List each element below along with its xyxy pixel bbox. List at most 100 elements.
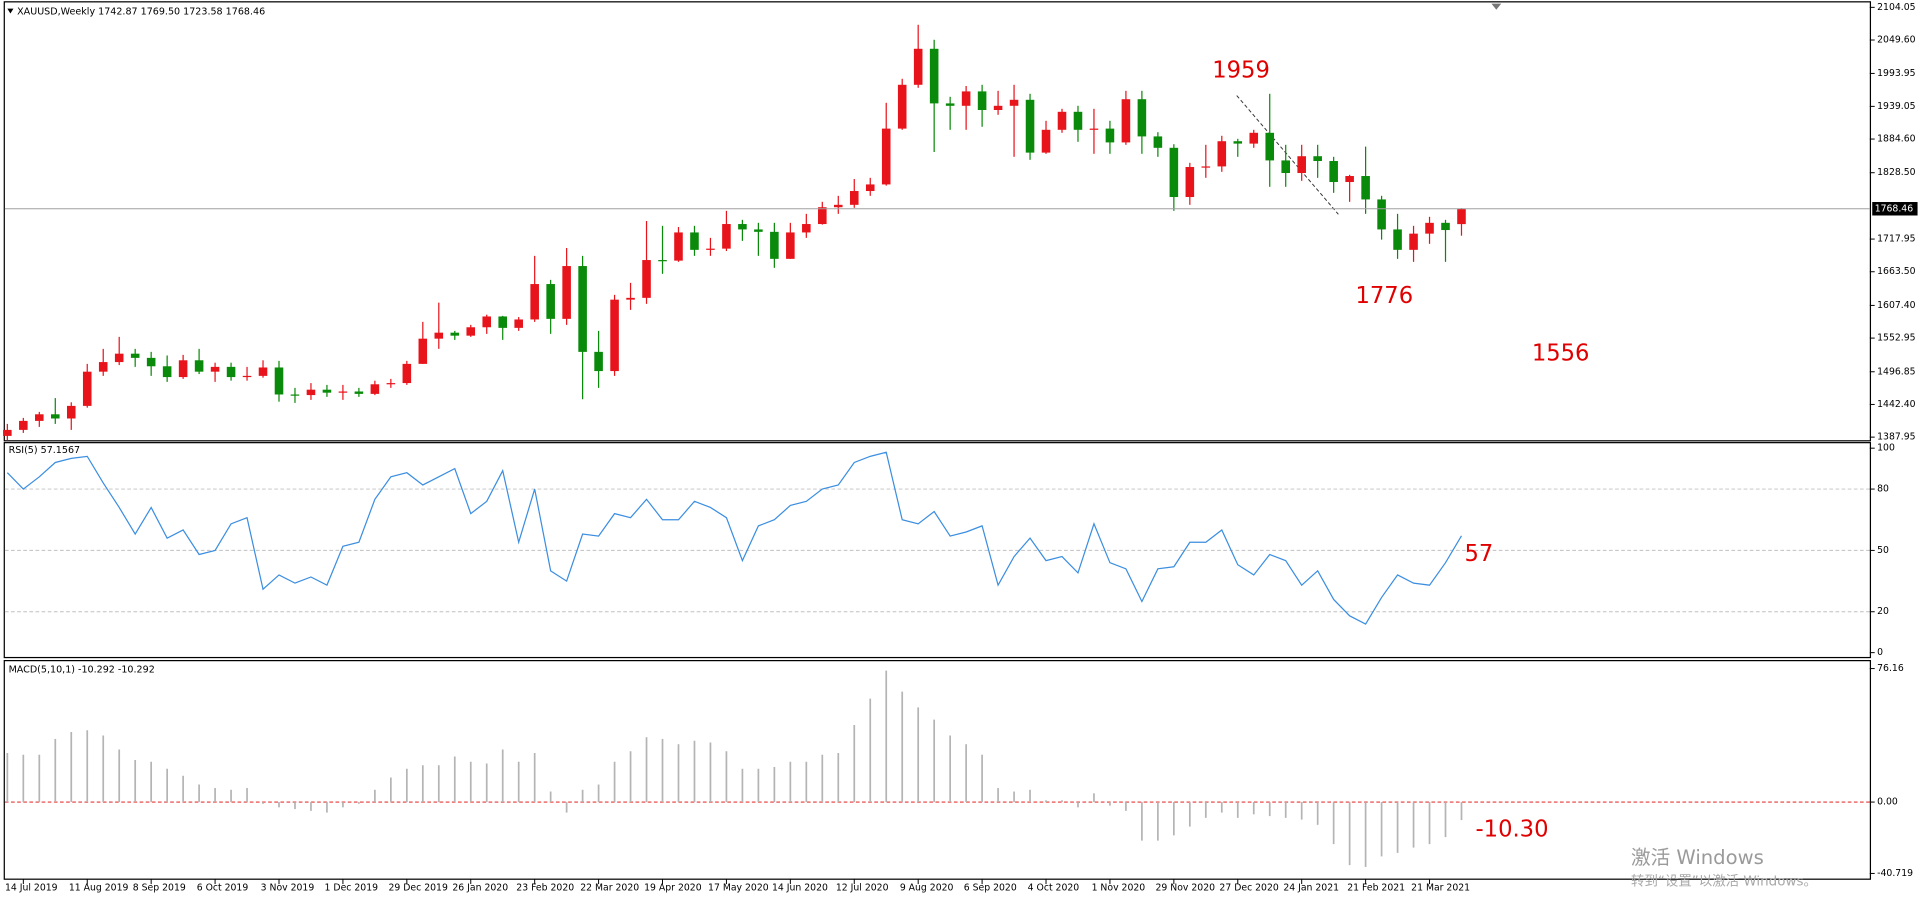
candle-body (610, 299, 619, 372)
x-tick-label: 12 Jul 2020 (836, 882, 889, 893)
candle-body (722, 224, 731, 249)
annotation: 1776 (1356, 283, 1414, 309)
candle-body (578, 266, 587, 352)
annotation: 1959 (1212, 58, 1270, 84)
candle-body (290, 394, 300, 396)
candle-body (1409, 233, 1418, 250)
candle-body (418, 338, 428, 364)
x-tick-label: 9 Aug 2020 (900, 882, 954, 893)
candle-body (929, 48, 939, 104)
x-tick-label: 17 May 2020 (708, 882, 769, 893)
candle-body (51, 414, 60, 419)
candle-body (1025, 99, 1035, 153)
y-tick-label: 1607.40 (1877, 300, 1916, 311)
candle-body (370, 384, 380, 394)
x-tick-label: 14 Jul 2019 (5, 882, 58, 893)
x-tick-label: 27 Dec 2020 (1219, 882, 1278, 893)
candle-body (98, 362, 108, 372)
x-tick-label: 19 Apr 2020 (644, 882, 702, 893)
candle-body (82, 371, 92, 406)
candle-body (594, 351, 603, 372)
candle-body (1233, 141, 1243, 144)
candle-body (146, 357, 156, 367)
candle-body (1361, 176, 1370, 200)
candle-body (977, 91, 987, 111)
annotation: 57 (1464, 541, 1493, 567)
x-tick-label: 21 Mar 2021 (1411, 882, 1470, 893)
candle-body (865, 184, 875, 192)
candle-body (1249, 132, 1259, 144)
x-tick-label: 6 Sep 2020 (964, 882, 1017, 893)
y-tick-label: 100 (1877, 443, 1895, 454)
y-tick-label: 1828.50 (1877, 167, 1916, 178)
candle-body (626, 297, 635, 300)
candle-body (546, 284, 555, 319)
main-title: XAUUSD,Weekly 1742.87 1769.50 1723.58 17… (17, 7, 265, 18)
trend-line (1236, 95, 1339, 215)
candle-body (242, 375, 252, 378)
candle-body (754, 229, 763, 232)
candle-body (1217, 141, 1227, 167)
candle-body (834, 204, 843, 208)
x-tick-label: 3 Nov 2019 (261, 882, 315, 893)
y-tick-label: 1442.40 (1877, 399, 1916, 410)
candle-body (66, 405, 76, 419)
candle-body (514, 319, 523, 328)
candle-body (482, 316, 492, 328)
candle-body (530, 284, 539, 320)
candle-body (1185, 167, 1195, 198)
x-tick-label: 6 Oct 2019 (197, 882, 249, 893)
y-tick-label: 50 (1877, 545, 1889, 556)
candle-body (322, 389, 332, 393)
y-tick-label: 1939.05 (1877, 101, 1916, 112)
x-tick-label: 29 Nov 2020 (1155, 882, 1215, 893)
candle-body (1137, 99, 1147, 137)
candle-body (1313, 156, 1322, 162)
x-tick-label: 11 Aug 2019 (69, 882, 129, 893)
y-tick-label: 1663.50 (1877, 266, 1916, 277)
rsi-line (6, 451, 1463, 625)
candle-body (706, 248, 715, 250)
candle-body (1345, 176, 1354, 183)
macd-title: MACD(5,10,1) -10.292 -10.292 (9, 664, 155, 675)
y-tick-label: -40.719 (1877, 868, 1913, 879)
y-tick-label: 1496.85 (1877, 366, 1916, 377)
y-tick-label: 1993.95 (1877, 68, 1916, 79)
candle-body (913, 48, 923, 85)
x-tick-label: 1 Dec 2019 (325, 882, 379, 893)
x-tick-label: 1 Nov 2020 (1092, 882, 1146, 893)
candle-body (849, 191, 859, 205)
candle-body (690, 232, 699, 250)
candle-body (386, 383, 396, 385)
candle-body (738, 224, 747, 230)
candle-body (35, 414, 44, 421)
candle-body (466, 327, 476, 336)
candle-body (354, 391, 364, 394)
candle-body (802, 224, 811, 233)
y-tick-label: 80 (1877, 484, 1889, 495)
candle-body (130, 353, 140, 358)
candle-body (402, 363, 412, 384)
main-pane-frame (3, 1, 1872, 442)
candle-body (770, 231, 779, 259)
candle-body (498, 316, 507, 328)
x-tick-label: 21 Feb 2021 (1347, 882, 1405, 893)
y-tick-label: 1717.95 (1877, 234, 1916, 245)
price-label: 1768.46 (1875, 203, 1914, 214)
watermark-line2: 转到“设置”以激活 Windows。 (1631, 874, 1817, 890)
x-tick-label: 29 Dec 2019 (388, 882, 447, 893)
candle-body (1009, 99, 1019, 106)
candle-body (338, 391, 348, 393)
candle-body (162, 366, 172, 378)
y-tick-label: 2104.05 (1877, 2, 1916, 13)
candle-body (178, 360, 188, 378)
candle-body (258, 367, 268, 376)
candle-body (1425, 222, 1434, 234)
annotation: 1556 (1532, 340, 1590, 366)
menu-arrow (7, 8, 14, 14)
candle-body (1457, 208, 1466, 225)
candle-body (642, 260, 651, 298)
